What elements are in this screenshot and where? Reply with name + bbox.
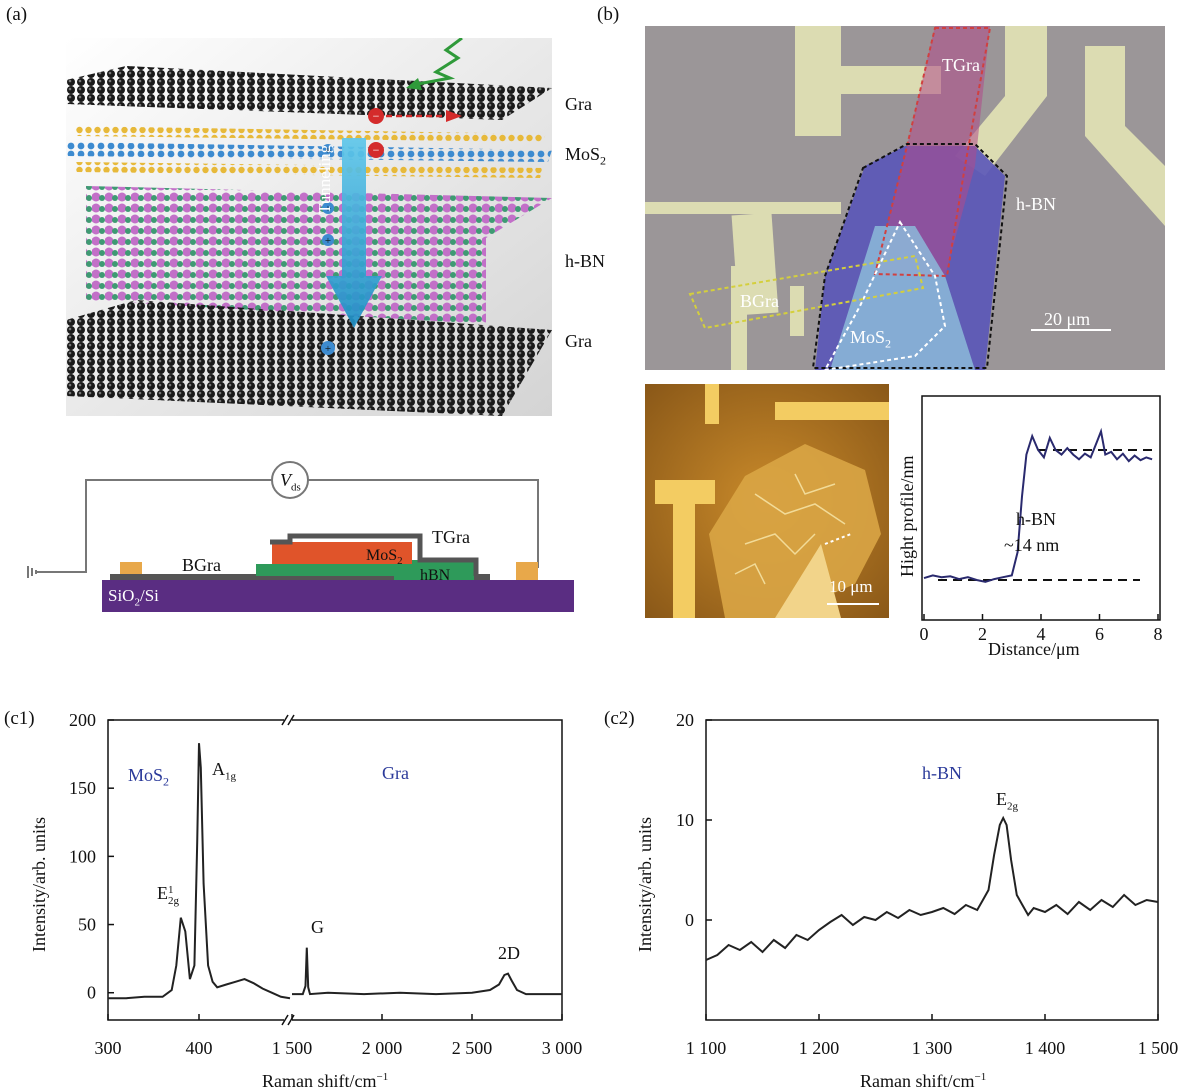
c2-ytick-label: 0 [685,910,694,930]
c1-xlabel: Raman shift/cm−1 [262,1071,389,1091]
profile-xtick-label: 4 [1037,624,1046,644]
c1-xtick-label: 2 500 [452,1038,493,1058]
c1-ytick-label: 200 [69,710,96,730]
optical-mos2-label: MoS2 [850,327,892,351]
c1-ytick-label: 100 [69,846,96,866]
panel-label-b: (b) [597,4,620,25]
c1-ylabel: Intensity/arb. units [29,817,49,952]
layer-label-gra-bottom: Gra [565,331,592,351]
heterostructure-illustration: − − + + + + [66,38,552,416]
c2-peak-label-e2g: E2g [996,789,1018,813]
schematic-mos2-label: MoS2 [366,547,403,568]
c1-peak-label-e2g: E 1 2g [157,883,179,907]
device-schematic [20,450,580,620]
optical-hbn-label: h-BN [1016,194,1056,214]
profile-plot-frame [921,395,1161,621]
tunneling-label: Tunneling [315,144,334,214]
profile-annotation-hbn: h-BN [1016,509,1056,529]
profile-xtick-label: 6 [1095,624,1104,644]
optical-scalebar-label: 20 μm [1044,309,1091,329]
profile-ylabel: Hight profile/nm [897,455,917,577]
c1-plot-frame [107,719,563,1021]
vds-source-icon [271,461,309,499]
profile-series-line [923,427,1153,583]
c1-axis-break [281,714,295,1026]
svg-text:−: − [373,109,380,123]
photon-icon [417,38,463,86]
schematic-hbn-label: hBN [420,567,451,584]
svg-text:+: + [325,203,331,215]
schematic-tgra-label: TGra [432,527,470,547]
profile-xlabel: Distance/μm [988,639,1080,659]
optical-micrograph [645,26,1165,370]
layer-label-mos2: MoS2 [565,144,607,168]
c2-xtick-label: 1 100 [686,1038,727,1058]
vds-label: Vds [280,470,301,494]
panel-label-c1: (c1) [4,708,35,729]
c2-ytick-label: 20 [676,710,694,730]
c2-ytick-label: 10 [676,810,694,830]
raman-chart-c2: 0 10 20 1 100 1 200 1 300 1 400 1 500 [676,710,1179,1058]
c1-peak-label-a1g: A1g [212,759,236,783]
svg-text:+: + [325,343,331,355]
profile-xtick-label: 2 [978,624,987,644]
c1-xtick-label: 2 000 [362,1038,403,1058]
right-electrode [516,562,538,580]
profile-annotation-thickness: ~14 nm [1004,535,1060,555]
profile-xtick-label: 0 [920,624,929,644]
height-profile-chart: 0 2 4 6 8 [920,395,1163,644]
c2-series-hbn [705,815,1159,961]
panel-label-a: (a) [6,4,28,25]
optical-tgra-label: TGra [942,55,980,75]
c1-xtick-label: 300 [95,1038,122,1058]
c1-ytick-label: 50 [78,915,96,935]
c2-region-label-hbn: h-BN [922,763,962,783]
mos2-layer [272,542,412,564]
c2-xtick-label: 1 400 [1025,1038,1066,1058]
schematic-bgra-label: BGra [182,555,221,575]
c1-series-mos2 [108,743,291,1000]
c2-xtick-label: 1 500 [1138,1038,1179,1058]
raman-chart-c1: 0 50 100 150 200 300 400 1 500 2 000 2 500 3 000 [69,710,583,1058]
c1-series-gra [292,947,562,996]
layer-label-hbn: h-BN [565,251,605,271]
c1-xtick-label: 3 000 [542,1038,583,1058]
profile-xtick-label: 8 [1154,624,1163,644]
tunneling-arrow [326,138,382,328]
afm-image [645,384,889,618]
layer-label-gra-top: Gra [565,94,592,114]
c1-peak-label-2d: 2D [498,943,520,963]
c1-ytick-label: 150 [69,778,96,798]
substrate-label: SiO2/Si [108,586,159,609]
electron-marker [368,108,384,124]
c1-xtick-label: 400 [186,1038,213,1058]
c2-xtick-label: 1 200 [799,1038,840,1058]
c1-peak-label-g: G [311,917,324,937]
c2-xlabel: Raman shift/cm−1 [860,1071,987,1091]
top-graphene-layer [270,533,479,576]
afm-scalebar-label: 10 μm [829,577,873,596]
svg-text:+: + [325,235,331,247]
c2-ylabel: Intensity/arb. units [635,817,655,952]
c1-region-label-gra: Gra [382,763,409,783]
svg-text:+: + [325,145,331,157]
substrate-layer [102,580,574,612]
c1-ytick-label: 0 [87,983,96,1003]
c2-xtick-label: 1 300 [912,1038,953,1058]
c1-xtick-label: 1 500 [272,1038,313,1058]
panel-label-c2: (c2) [604,708,635,729]
optical-bgra-label: BGra [740,291,779,311]
svg-text:−: − [373,143,380,157]
c1-region-label-mos2: MoS2 [128,765,170,789]
